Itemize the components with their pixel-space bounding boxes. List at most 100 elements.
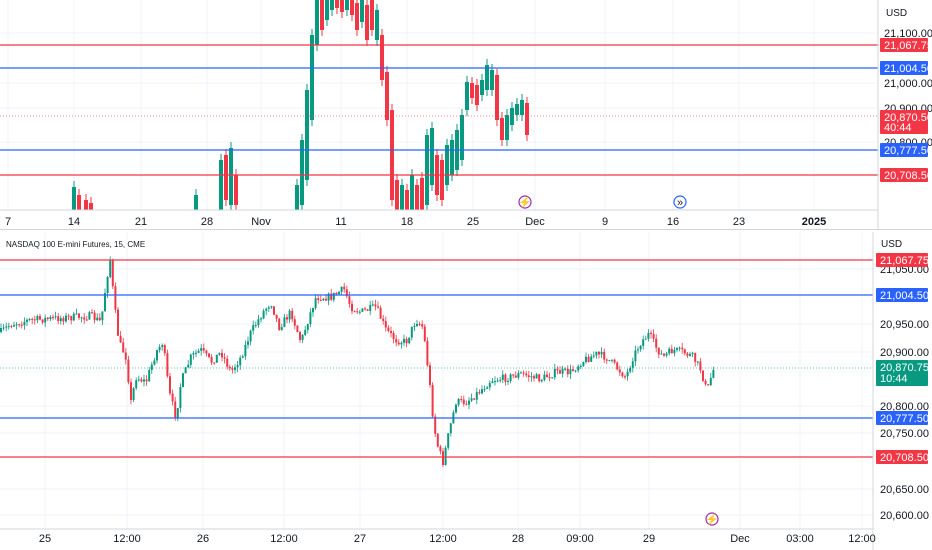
top-price-tick-label: 21,000.00 — [884, 78, 932, 90]
bottom-candle-body — [629, 367, 632, 372]
bottom-candle-body — [543, 374, 546, 380]
bottom-candle-body — [475, 392, 478, 400]
bottom-candle-body — [639, 345, 642, 350]
bottom-candle-body — [689, 353, 691, 356]
bottom-candle-body — [540, 379, 543, 382]
bottom-chart-panel[interactable]: ⚡ 21,050.00 20,950.00 20,900.00 20,800.00 20,… — [0, 232, 932, 550]
bottom-candle-body — [260, 318, 262, 320]
bottom-candle-body — [41, 319, 44, 323]
bottom-candle-body — [330, 293, 333, 300]
bottom-candle-body — [15, 324, 18, 326]
bottom-candle-body — [663, 353, 665, 356]
bottom-candle-body — [345, 289, 348, 297]
top-candle-body — [335, 0, 339, 8]
symbol-title: NASDAQ 100 E-mini Futures, 15, CME — [6, 240, 146, 249]
top-level-tag-label: 21,004.50 — [884, 63, 932, 75]
bottom-candle-body — [369, 304, 372, 311]
bottom-candle-body — [291, 310, 294, 320]
bottom-candle-body — [75, 313, 78, 315]
bottom-candle-body — [371, 304, 374, 306]
bottom-candle-body — [572, 369, 574, 371]
bottom-lightning-icon[interactable] — [705, 512, 719, 526]
top-candle-body — [400, 185, 404, 210]
top-candle-body — [315, 0, 319, 45]
bottom-level-tag[interactable] — [876, 450, 928, 464]
bottom-candle-body — [364, 308, 366, 310]
bottom-candle-body — [449, 423, 452, 434]
bottom-candle-body — [348, 296, 351, 304]
top-currency-button[interactable]: USD — [881, 5, 913, 22]
bottom-candle-body — [158, 347, 161, 351]
top-chart-canvas[interactable]: ⚡»21,100.0021,000.0020,900.0020,800.0071… — [0, 0, 932, 230]
top-level-tag[interactable] — [880, 38, 928, 52]
bottom-candle-body — [551, 377, 554, 379]
top-candle-body — [425, 135, 429, 205]
bottom-candle-body — [595, 351, 598, 356]
bottom-candle-body — [208, 353, 210, 357]
bottom-candle-body — [434, 416, 437, 434]
top-lightning-icon[interactable] — [518, 195, 532, 209]
bottom-candle-body — [366, 309, 369, 311]
top-chart-panel[interactable]: ⚡»21,100.0021,000.0020,900.0020,800.0071… — [0, 0, 932, 230]
bottom-candle-body — [564, 368, 567, 370]
bottom-candle-body — [681, 347, 684, 350]
bottom-currency-button[interactable]: USD — [876, 236, 908, 253]
bottom-level-tag[interactable] — [876, 411, 928, 425]
bottom-candle-body — [153, 360, 156, 365]
bottom-candle-body — [504, 374, 507, 382]
bottom-candle-body — [598, 351, 600, 355]
bottom-candle-body — [600, 351, 603, 355]
bottom-candle-body — [49, 316, 52, 319]
bottom-candle-body — [176, 408, 179, 418]
top-level-tag[interactable] — [880, 168, 928, 182]
bottom-candle-body — [13, 325, 15, 327]
bottom-candle-body — [439, 446, 442, 452]
bottom-candle-body — [332, 292, 335, 300]
bottom-candle-body — [416, 323, 418, 327]
bottom-candle-body — [559, 370, 561, 374]
bottom-level-tag[interactable] — [876, 253, 928, 267]
top-candle-body — [410, 175, 414, 210]
bottom-candle-body — [390, 330, 392, 334]
bottom-candle-body — [169, 376, 171, 394]
bottom-candle-body — [343, 286, 346, 290]
bottom-candle-body — [351, 303, 353, 312]
top-candle-body — [430, 128, 434, 185]
bottom-candle-body — [218, 352, 221, 355]
bottom-candle-body — [241, 356, 244, 358]
bottom-candle-body — [93, 312, 96, 321]
bottom-level-tag[interactable] — [876, 288, 928, 302]
top-candle-body — [480, 80, 484, 95]
bottom-candle-body — [70, 316, 73, 321]
bottom-candle-body — [353, 311, 356, 313]
top-price-tag — [880, 110, 928, 134]
bottom-candle-body — [618, 369, 621, 373]
top-time-tick-label: 14 — [68, 216, 80, 228]
bottom-candle-body — [226, 358, 229, 367]
top-candle-body — [72, 187, 76, 210]
bottom-candle-body — [98, 317, 101, 321]
bottom-candle-body — [702, 370, 704, 381]
top-level-tag[interactable] — [880, 61, 928, 75]
bottom-candle-body — [486, 387, 489, 389]
top-candle-body — [395, 180, 399, 210]
top-level-tag[interactable] — [880, 143, 928, 157]
bottom-candle-body — [561, 368, 564, 374]
bottom-candle-body — [338, 291, 340, 295]
bottom-candle-body — [678, 347, 681, 349]
top-candle-body — [77, 195, 81, 210]
bottom-candle-body — [312, 308, 314, 313]
top-level-tag-label: 21,067.75 — [884, 40, 932, 52]
bottom-candle-body — [410, 326, 413, 338]
bottom-candle-body — [418, 323, 421, 325]
bottom-candle-body — [460, 398, 463, 400]
bottom-time-tick-label: 29 — [643, 533, 655, 545]
bottom-candle-body — [413, 326, 416, 328]
bottom-candle-body — [699, 361, 702, 371]
top-fast-forward-icon[interactable] — [673, 195, 687, 209]
bottom-candle-body — [465, 404, 468, 406]
bottom-chart-canvas[interactable]: ⚡21,050.0020,950.0020,900.0020,800.0020,… — [0, 232, 932, 550]
bottom-level-tag-label: 20,777.50 — [880, 413, 929, 425]
bottom-time-tick-label: 26 — [197, 533, 209, 545]
bottom-candle-body — [91, 312, 93, 314]
